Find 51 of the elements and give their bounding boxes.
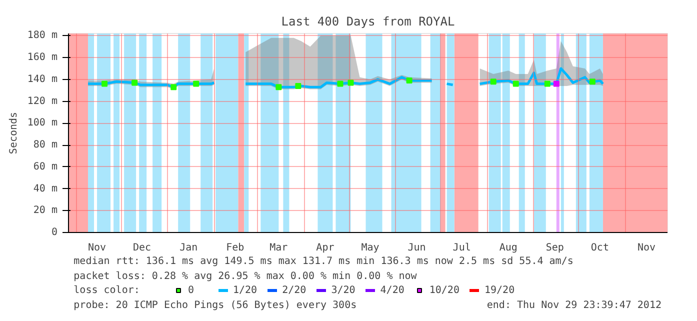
chart-title: Last 400 Days from ROYAL [281,14,455,28]
legend-label: 1/20 [233,284,258,296]
point [193,80,200,87]
y-tick-label: 160 m [27,52,58,64]
point [337,80,344,87]
y-tick-label: 100 m [27,118,58,129]
legend-label: 0 [188,284,196,296]
x-tick-label: Nov [637,242,656,254]
point [295,82,302,89]
x-tick-label: Aug [499,242,518,254]
point [276,84,282,90]
point [544,80,550,87]
text: median rtt: 136.1 ms avg 149.5 ms max 131.7 ms min 136.3 ms now 2.5 ms sd 55.4 am/s [74,256,574,267]
text: end: Thu Nov 29 23:39:47 2012 [486,300,662,311]
y-tick-label: 140 m [27,74,58,85]
point [132,80,138,86]
legend-label: 4/20 [380,284,404,296]
point [170,84,177,90]
text: probe: 20 ICMP Echo Pings (56 Bytes) every 300s [74,300,357,311]
y-tick-label: 180 m [27,30,58,42]
y-tick-label: 40 m [33,183,58,194]
x-tick-label: May [361,242,380,254]
y-tick-label: 120 m [27,96,58,107]
x-tick-label: Jan [180,242,198,254]
y-tick-label: 60 m [33,161,58,172]
x-tick-label: Mar [270,242,288,254]
point [102,80,108,87]
y-axis-title: Seconds [8,112,20,154]
point [512,80,519,87]
x-tick-label: Apr [316,242,334,254]
y-tick-label: 20 m [33,205,58,216]
point [589,78,596,85]
x-tick-label: Dec [133,242,152,254]
y-tick-label: 80 m [33,140,58,151]
legend-label: 10/20 [429,284,460,296]
legend-label: 3/20 [331,284,356,296]
legend-label: 19/20 [484,284,515,296]
x-tick-label: Jul [452,242,471,254]
x-tick-label: Feb [226,242,244,254]
legend-title: loss color: [74,285,140,296]
x-tick-label: Jun [408,242,426,254]
x-tick-label: Nov [88,242,106,254]
x-tick-label: Oct [590,242,609,254]
point [553,80,560,87]
x-tick-label: Sep [546,242,564,254]
text: packet loss: 0.28 % avg 26.95 % max 0.00 % min 0.00 % now [74,271,418,282]
point [348,80,354,86]
legend-label: 2/20 [282,284,306,296]
y-tick-label: 0 [51,227,58,238]
point [406,78,412,84]
point [490,78,496,85]
